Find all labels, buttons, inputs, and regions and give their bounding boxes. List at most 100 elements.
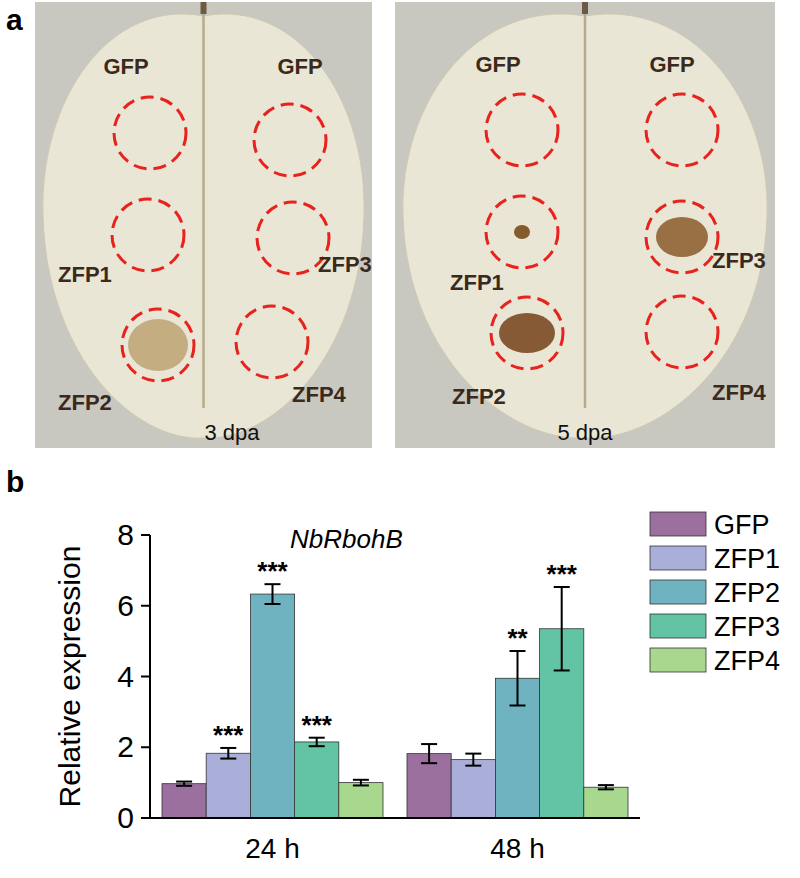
error-cap [353, 784, 369, 786]
error-line [472, 754, 474, 766]
spot-label: ZFP4 [712, 380, 767, 405]
infiltration-circle [254, 104, 326, 176]
error-bar [353, 780, 369, 786]
x-axis [150, 817, 640, 819]
midrib [202, 2, 205, 408]
error-cap [220, 758, 236, 760]
legend: GFP ZFP1 ZFP2 ZFP3 ZFP4 [650, 510, 780, 676]
photo-background [395, 2, 775, 448]
bar [451, 760, 495, 818]
infiltration-circle [491, 297, 563, 369]
photo-caption: 5 dpa [557, 420, 613, 445]
infiltration-circle [646, 201, 718, 273]
error-cap [176, 785, 192, 787]
spot-label: ZFP1 [58, 262, 112, 287]
significance: *** [257, 556, 288, 586]
error-bar [265, 584, 281, 604]
error-cap [554, 669, 570, 671]
error-cap [510, 705, 526, 707]
spot-label: ZFP2 [58, 390, 112, 415]
error-cap [465, 753, 481, 755]
infiltration-circle [236, 306, 308, 378]
spot-label: ZFP3 [318, 252, 372, 277]
spot-label: GFP [277, 54, 322, 79]
y-tick-label: 8 [117, 518, 134, 551]
y-axis-title: Relative expression [53, 546, 86, 808]
error-cap [265, 603, 281, 605]
error-line [561, 587, 563, 670]
lesion [128, 319, 188, 371]
bar-chart: **************0246824 h48 hRelative expr… [53, 510, 780, 864]
infiltration-circle [646, 296, 718, 368]
spot-label: GFP [103, 54, 148, 79]
significance: *** [213, 720, 244, 750]
lesion [499, 313, 555, 353]
error-line [517, 651, 519, 705]
y-tick-label: 4 [117, 660, 134, 693]
error-cap [176, 781, 192, 783]
legend-label: ZFP3 [714, 612, 780, 642]
infiltration-circle [486, 94, 558, 166]
infiltration-circle [486, 196, 558, 268]
bars [162, 584, 628, 818]
legend-label: ZFP4 [714, 646, 780, 676]
bar [584, 787, 628, 818]
lesion [656, 217, 708, 257]
error-cap [421, 762, 437, 764]
error-cap [598, 784, 614, 786]
panel-letter: a [6, 3, 23, 36]
bar [206, 753, 250, 818]
spot-label: ZFP4 [292, 382, 347, 407]
error-line [272, 584, 274, 604]
x-tick-label: 24 h [245, 833, 300, 864]
spot-label: ZFP2 [452, 384, 506, 409]
error-cap [465, 765, 481, 767]
infiltration-circle [646, 94, 718, 166]
legend-swatch [650, 648, 706, 672]
infiltration-circle [114, 97, 186, 169]
spot-label: GFP [649, 52, 694, 77]
bar [250, 594, 294, 818]
midrib [584, 2, 587, 408]
legend-swatch [650, 512, 706, 536]
leaf-photo: GFPGFPZFP1ZFP3ZFP2ZFP43 dpa [35, 2, 372, 448]
error-cap [421, 743, 437, 745]
figure: abGFPGFPZFP1ZFP3ZFP2ZFP43 dpaGFPGFPZFP1Z… [0, 0, 800, 878]
y-tick [141, 746, 150, 748]
y-tick-label: 2 [117, 730, 134, 763]
error-cap [598, 788, 614, 790]
stem [201, 2, 207, 14]
legend-swatch [650, 614, 706, 638]
legend-label: GFP [714, 510, 770, 540]
y-tick [141, 817, 150, 819]
error-line [428, 744, 430, 763]
y-tick-label: 0 [117, 801, 134, 834]
bar [295, 742, 339, 818]
bar [339, 783, 383, 818]
panel-letter: b [6, 465, 24, 498]
significance: *** [547, 559, 578, 589]
legend-label: ZFP2 [714, 578, 780, 608]
infiltration-circle [112, 199, 184, 271]
error-bar [554, 587, 570, 670]
legend-label: ZFP1 [714, 544, 780, 574]
photo-background [35, 2, 372, 448]
significance: *** [302, 710, 333, 740]
error-bar [176, 782, 192, 786]
error-bar [598, 785, 614, 789]
infiltration-circle [122, 309, 194, 381]
legend-swatch [650, 546, 706, 570]
x-tick-label: 48 h [490, 833, 545, 864]
chart-title: NbRbohB [290, 524, 403, 554]
y-tick [141, 534, 150, 536]
y-tick-label: 6 [117, 589, 134, 622]
significance: ** [507, 623, 528, 653]
error-bar [465, 754, 481, 766]
legend-swatch [650, 580, 706, 604]
spot-label: ZFP1 [450, 270, 504, 295]
bar [407, 754, 451, 818]
error-cap [309, 745, 325, 747]
bar [162, 784, 206, 818]
error-cap [353, 779, 369, 781]
y-tick [141, 605, 150, 607]
